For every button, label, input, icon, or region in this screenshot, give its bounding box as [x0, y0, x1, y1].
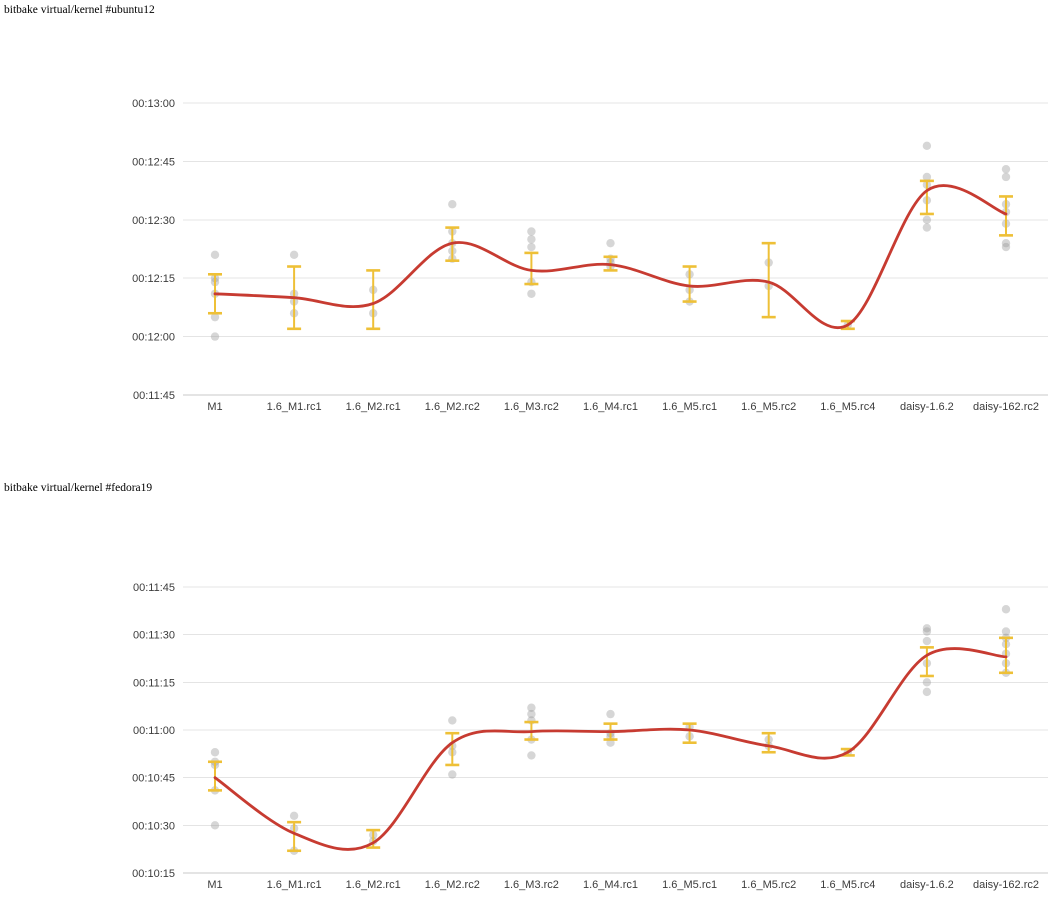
x-tick-label: 1.6_M5.rc2 — [741, 401, 796, 413]
x-tick-label: daisy-1.6.2 — [900, 401, 954, 413]
scatter-point — [606, 709, 615, 719]
x-tick-label: 1.6_M5.rc1 — [662, 879, 717, 891]
chart-title-ubuntu12: bitbake virtual/kernel #ubuntu12 — [4, 4, 155, 16]
y-tick-label: 00:10:45 — [132, 773, 175, 785]
scatter-point — [922, 223, 932, 232]
trend-line — [213, 647, 1008, 851]
scatter-point — [1001, 172, 1011, 182]
y-tick-label: 00:11:15 — [133, 677, 175, 689]
scatter-point — [527, 227, 536, 236]
scatter-point — [448, 200, 457, 209]
scatter-point — [1001, 238, 1011, 248]
x-tick-label: 1.6_M5.rc1 — [662, 401, 717, 413]
y-tick-label: 00:11:30 — [133, 630, 175, 642]
x-tick-label: 1.6_M2.rc1 — [346, 879, 401, 891]
x-tick-label: 1.6_M2.rc2 — [425, 879, 480, 891]
x-tick-label: 1.6_M5.rc4 — [820, 401, 875, 413]
y-tick-label: 00:10:15 — [132, 868, 175, 880]
x-tick-label: daisy-162.rc2 — [973, 879, 1039, 891]
x-tick-label: 1.6_M5.rc4 — [820, 879, 875, 891]
scatter-point — [527, 751, 536, 760]
chart-block-fedora19: 00:11:45 00:11:30 00:11:15 00:11:00 00:10:45… — [0, 478, 1055, 903]
scatter-point — [922, 687, 932, 697]
scatter-point — [527, 242, 536, 252]
scatter-point — [289, 811, 299, 820]
y-tick-label: 00:12:30 — [132, 215, 175, 227]
x-tick-label: 1.6_M3.rc2 — [504, 879, 559, 891]
y-tick-label: 00:11:45 — [133, 390, 175, 402]
chart-fedora19-canvas: 00:11:45 00:11:30 00:11:15 00:11:00 00:10:45… — [132, 582, 1048, 891]
y-tick-label: 00:12:00 — [132, 332, 175, 344]
scatter-point — [922, 215, 932, 224]
scatter-point — [527, 703, 536, 712]
x-tick-label: 1.6_M4.rc1 — [583, 401, 638, 413]
scatter-point — [289, 250, 299, 260]
scatter-point — [1001, 164, 1011, 174]
x-tick-label: M1 — [207, 879, 222, 891]
y-tick-label: 00:11:00 — [133, 725, 175, 737]
chart-ubuntu12-canvas: 00:13:00 00:12:45 00:12:30 00:12:15 00:12:00… — [132, 98, 1048, 413]
scatter-point — [448, 716, 457, 725]
x-tick-label: 1.6_M4.rc1 — [583, 879, 638, 891]
trend-line — [213, 184, 1008, 329]
scatter-point — [210, 748, 220, 757]
chart-block-ubuntu12: 00:13:00 00:12:45 00:12:30 00:12:15 00:12:00… — [0, 0, 1055, 425]
x-tick-label: M1 — [207, 401, 222, 413]
scatter-point — [527, 235, 536, 244]
chart-title-fedora19: bitbake virtual/kernel #fedora19 — [4, 482, 153, 494]
scatter-point — [210, 312, 220, 322]
scatter-point — [922, 678, 932, 687]
y-tick-label: 00:12:45 — [132, 156, 175, 168]
scatter-point — [922, 624, 932, 633]
scatter-point — [210, 332, 220, 341]
scatter-point — [1001, 605, 1011, 614]
scatter-point — [922, 141, 932, 151]
scatter-point — [606, 238, 615, 248]
x-tick-label: 1.6_M2.rc1 — [346, 401, 401, 413]
scatter-point — [527, 709, 536, 719]
scatter-point — [1001, 242, 1011, 252]
scatter-point — [448, 770, 457, 779]
x-tick-label: 1.6_M1.rc1 — [267, 879, 322, 891]
x-tick-label: 1.6_M5.rc2 — [741, 879, 796, 891]
scatter-point — [922, 636, 932, 646]
x-tick-label: 1.6_M3.rc2 — [504, 401, 559, 413]
y-tick-label: 00:13:00 — [132, 98, 175, 110]
scatter-point — [210, 821, 220, 830]
y-tick-label: 00:10:30 — [132, 820, 175, 832]
x-tick-label: daisy-162.rc2 — [973, 401, 1039, 413]
scatter-point — [527, 289, 536, 298]
scatter-point — [922, 172, 932, 182]
scatter-point — [1001, 627, 1011, 636]
scatter-point — [922, 627, 932, 636]
scatter-point — [210, 250, 220, 260]
x-tick-label: 1.6_M2.rc2 — [425, 401, 480, 413]
y-tick-label: 00:12:15 — [132, 273, 175, 285]
x-tick-label: daisy-1.6.2 — [900, 879, 954, 891]
x-tick-label: 1.6_M1.rc1 — [267, 401, 322, 413]
y-tick-label: 00:11:45 — [133, 582, 175, 594]
